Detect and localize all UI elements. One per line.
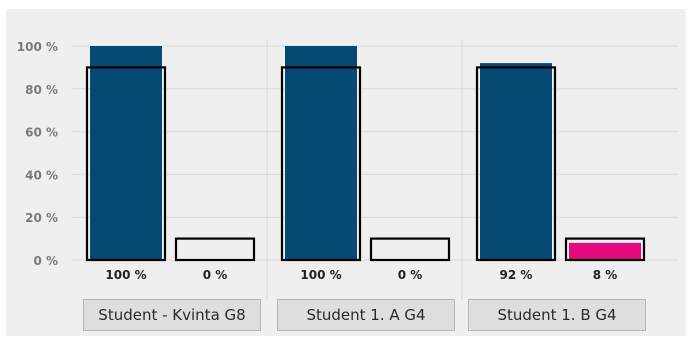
bar-1-0: [285, 46, 357, 260]
label-layer: 100 % 0 % 100 % 0 % 92 % 8 %: [105, 268, 617, 282]
target-box-1-1: [369, 237, 451, 262]
category-label-1[interactable]: Student - Kvinta G8: [83, 299, 261, 331]
category-label-3[interactable]: Student 1. B G4: [468, 299, 646, 331]
chart-panel: 0 % 20 % 40 % 60 % 80 % 100 % 100 % 0 % 100 % 0 …: [6, 9, 686, 336]
category-label-2[interactable]: Student 1. A G4: [277, 299, 455, 331]
bar-value-label: 0 %: [203, 268, 228, 282]
y-tick-label: 60 %: [25, 126, 58, 140]
bar-value-label: 0 %: [398, 268, 423, 282]
y-tick-label: 20 %: [25, 211, 58, 225]
bar-value-label: 92 %: [500, 268, 533, 282]
y-tick-label: 0 %: [33, 254, 58, 268]
y-tick-label: 100 %: [17, 40, 58, 54]
grid-layer: 0 % 20 % 40 % 60 % 80 % 100 %: [17, 39, 678, 299]
target-box-2-0: [475, 66, 557, 262]
y-tick-label: 40 %: [25, 168, 58, 182]
y-tick-label: 80 %: [25, 83, 58, 97]
bar-2-0: [480, 63, 552, 261]
target-box-0-1: [174, 237, 256, 262]
bar-value-label: 100 %: [105, 268, 146, 282]
bar-layer: [85, 46, 646, 262]
target-box-0-0: [85, 66, 167, 262]
bar-chart: 0 %20 %40 %60 %80 %100 % 100 % 0 % 100 % 0 …: [17, 39, 678, 299]
target-box-2-1: [564, 237, 646, 262]
bar-value-label: 8 %: [593, 268, 618, 282]
target-box-1-0: [280, 66, 362, 262]
bar-2-1: [569, 242, 641, 260]
bar-value-label: 100 %: [300, 268, 341, 282]
bar-0-0: [90, 46, 162, 260]
